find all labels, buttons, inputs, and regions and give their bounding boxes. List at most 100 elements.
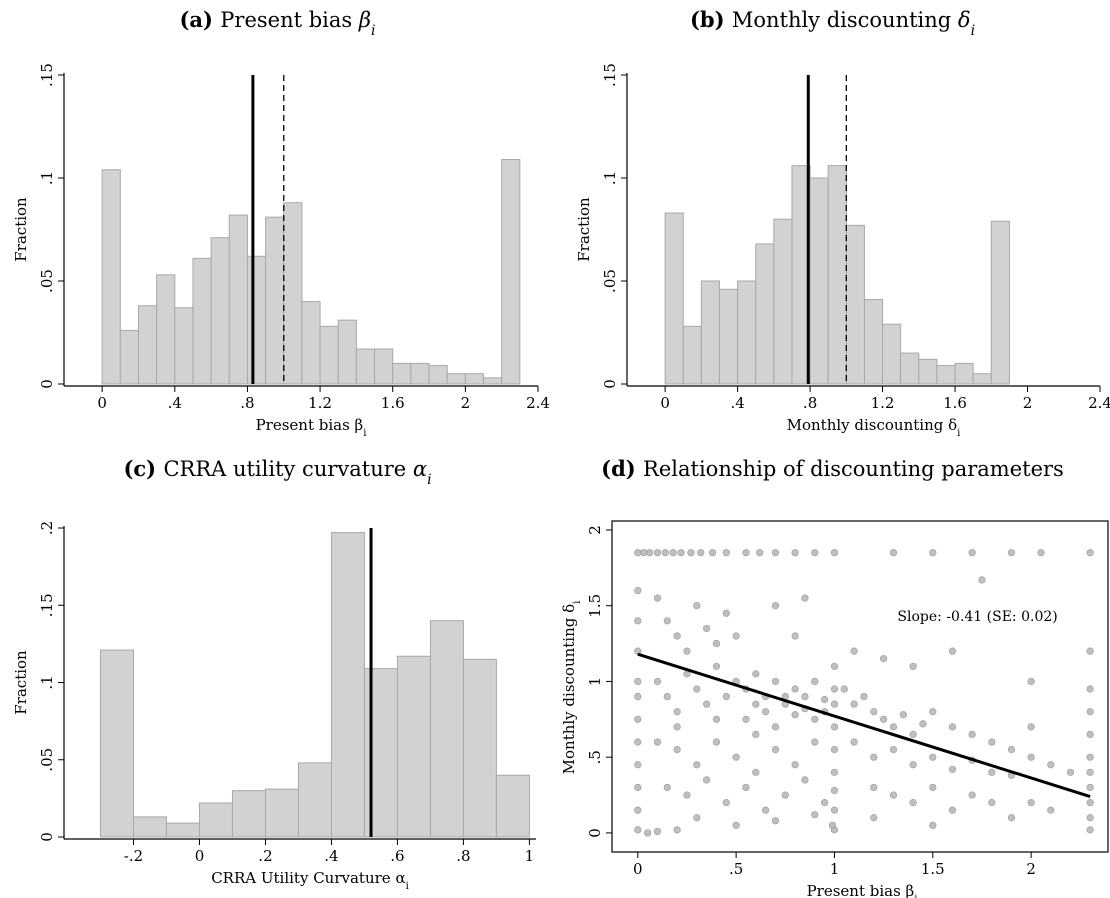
scatter-point	[634, 586, 642, 595]
scatter-point	[703, 700, 711, 708]
scatter-point	[1007, 549, 1016, 557]
y-axis-label: Fraction	[12, 197, 30, 262]
histogram-bar	[156, 274, 176, 385]
x-axis-label-text: Present bias	[807, 882, 901, 898]
scatter-point	[830, 806, 839, 814]
scatter-point	[732, 632, 740, 640]
scatter-point	[791, 711, 799, 719]
scatter-point	[791, 632, 799, 640]
scatter-point	[850, 647, 858, 655]
y-axis-label-symbol: δ	[560, 604, 578, 618]
scatter-point	[669, 549, 677, 557]
x-axis-label-symbol: δ	[943, 416, 957, 434]
panel-title-subscript: i	[371, 23, 375, 39]
histogram-bar	[330, 532, 365, 838]
x-axis-label-text: Present bias	[256, 416, 350, 434]
scatter-point	[1086, 549, 1094, 557]
scatter-point	[634, 806, 642, 814]
panel-title-prefix: (c)	[123, 456, 163, 481]
scatter-point	[687, 549, 695, 557]
x-axis-label: Present bias βi	[256, 416, 367, 439]
scatter-point	[742, 715, 750, 723]
histogram-bar	[137, 305, 158, 385]
scatter-point	[712, 715, 721, 723]
scatter-point	[850, 700, 858, 708]
histogram-bar	[231, 790, 266, 838]
y-tick-label: 0	[586, 828, 604, 838]
histogram-bar	[827, 165, 847, 385]
scatter-point	[752, 670, 760, 678]
scatter-point	[880, 655, 888, 663]
x-axis-label: CRRA Utility Curvature αi	[211, 869, 409, 892]
x-tick-label: .4	[730, 394, 744, 412]
scatter-point	[683, 791, 691, 799]
scatter-point	[929, 753, 937, 761]
scatter-point	[645, 549, 654, 557]
scatter-point	[828, 821, 837, 829]
histogram-bar	[773, 218, 793, 385]
scatter-point	[1047, 806, 1055, 814]
x-axis-label: Present bias βi	[807, 882, 918, 898]
scatter-point	[771, 677, 780, 686]
histogram-bar	[337, 319, 357, 385]
x-tick-label: 2	[1026, 860, 1036, 878]
scatter-point	[712, 662, 721, 670]
scatter-point	[850, 738, 858, 746]
y-tick-label: .2	[38, 521, 56, 535]
histogram-bar	[990, 220, 1010, 385]
x-axis-label-symbol: β	[350, 416, 363, 434]
scatter-point	[948, 765, 957, 773]
panel-b: (b) Monthly discounting δi 0.4.8 1.2 1.6 2 2.…	[555, 0, 1110, 449]
panel-title: (b) Monthly discounting δi	[690, 7, 975, 39]
y-tick-label: .1	[601, 171, 619, 185]
x-tick-label: .5	[729, 860, 743, 878]
scatter-point	[644, 829, 652, 837]
x-tick-label: .6	[390, 847, 404, 865]
scatter-point	[811, 549, 819, 557]
scatter-point	[948, 647, 957, 655]
scatter-point	[801, 776, 809, 784]
scatter-point	[948, 723, 957, 731]
scatter-point	[634, 783, 642, 792]
scatter-point	[860, 692, 868, 701]
scatter-point	[1086, 708, 1094, 716]
panel-title: (c) CRRA utility curvature αi	[123, 456, 431, 488]
scatter-point	[653, 738, 662, 746]
scatter-point	[889, 723, 898, 731]
scatter-point	[1086, 814, 1094, 822]
scatter-point	[899, 711, 907, 719]
histogram-bar	[428, 364, 448, 385]
scatter-point	[771, 746, 780, 754]
scatter-point	[988, 738, 996, 746]
x-tick-label: 2	[1023, 394, 1033, 412]
scatter-point	[693, 685, 701, 693]
panel-title-symbol: α	[406, 457, 427, 481]
scatter-point	[1027, 799, 1035, 807]
x-tick-label: 2.4	[1088, 394, 1110, 412]
histogram-bar	[210, 237, 230, 385]
histogram-bar	[755, 243, 775, 385]
scatter-point	[742, 783, 750, 792]
y-axis-label: Fraction	[12, 650, 30, 715]
histogram-bar	[429, 620, 464, 838]
x-axis-label-subscript: i	[363, 428, 366, 439]
scatter-point	[653, 594, 662, 602]
scatter-point	[1027, 753, 1035, 761]
histogram-bar	[198, 802, 233, 838]
scatter-point	[683, 647, 691, 655]
scatter-point	[889, 746, 898, 754]
scatter-point	[1086, 768, 1094, 776]
histogram-bar	[165, 822, 200, 838]
scatter-point	[722, 799, 730, 807]
histogram-bar	[392, 362, 412, 385]
scatter-point	[968, 791, 976, 799]
scatter-point	[742, 549, 750, 557]
plot-frame	[611, 520, 1109, 853]
scatter-point	[988, 799, 996, 807]
x-tick-label: 2	[461, 394, 471, 412]
scatter-point	[673, 826, 681, 834]
histogram-bar	[882, 323, 902, 385]
histogram-bar	[319, 325, 339, 385]
scatter-point	[811, 677, 819, 686]
x-tick-label: .8	[456, 847, 470, 865]
